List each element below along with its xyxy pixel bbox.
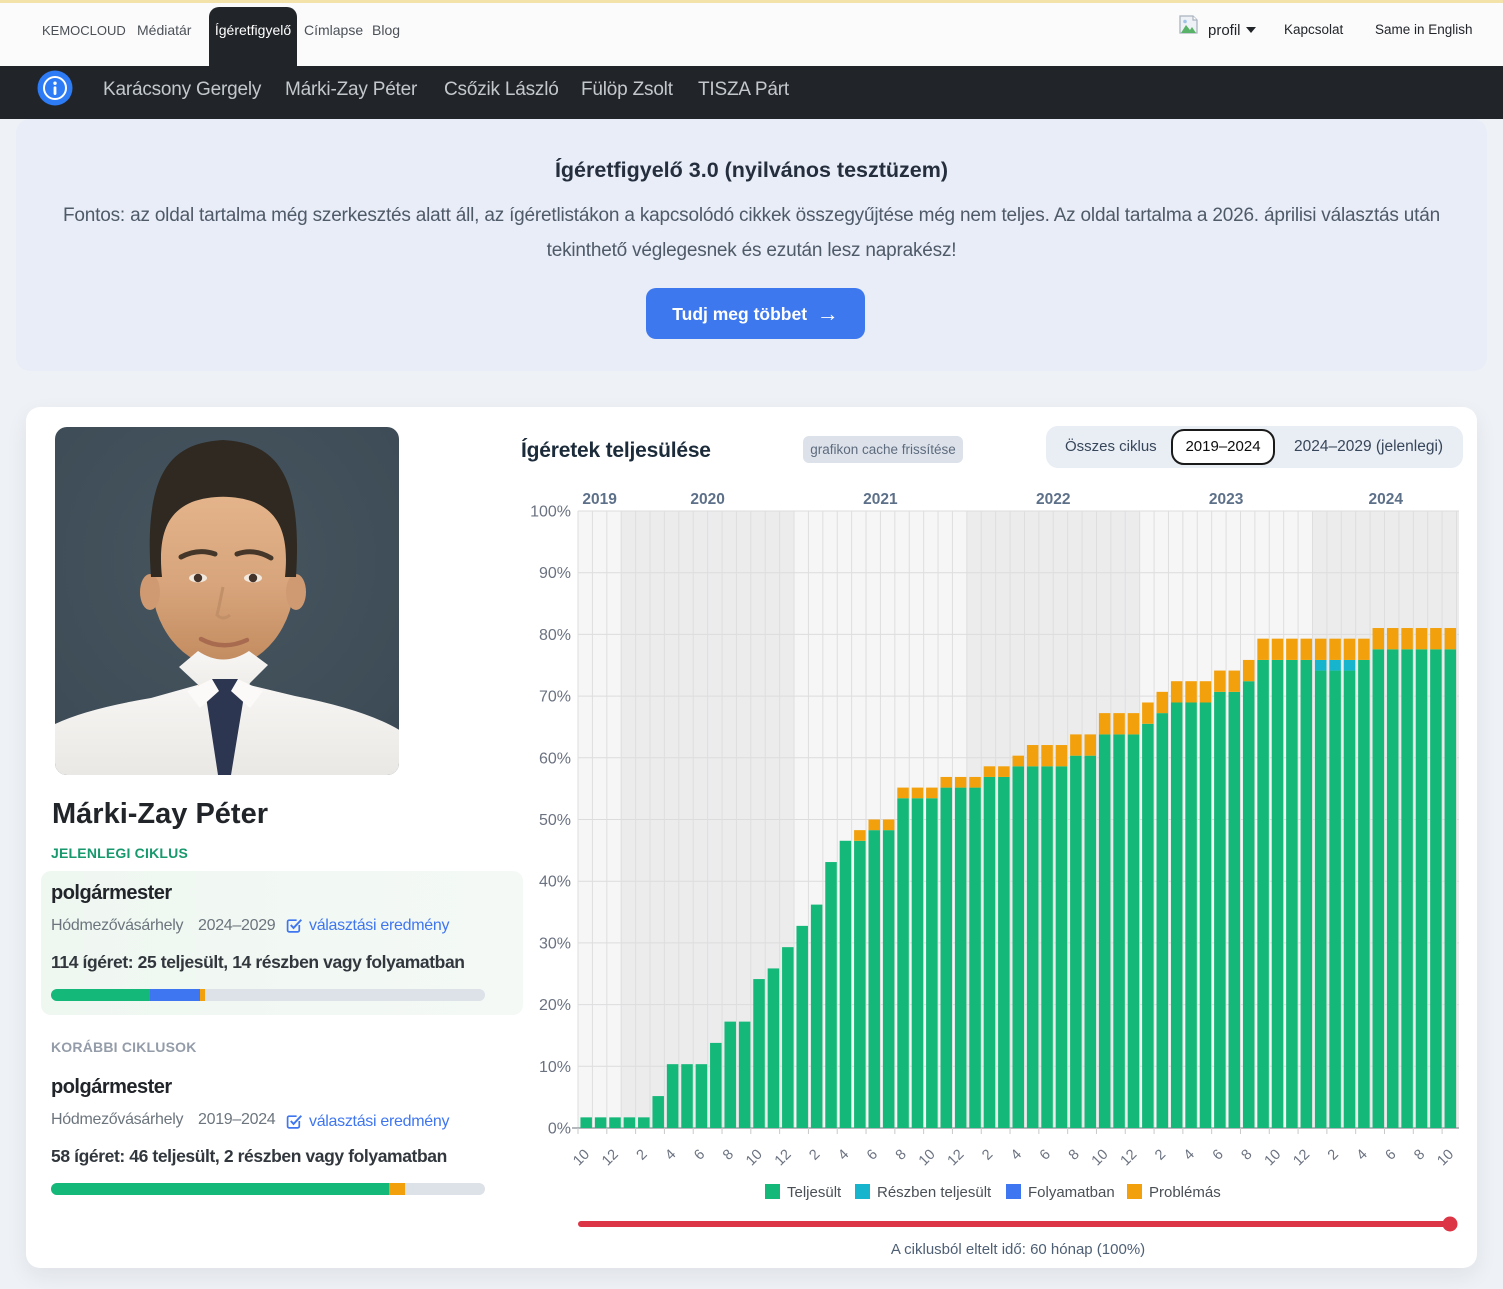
svg-text:Problémás: Problémás (1149, 1184, 1221, 1201)
svg-text:10: 10 (743, 1147, 766, 1170)
svg-text:2024: 2024 (1368, 491, 1403, 508)
svg-text:8: 8 (720, 1147, 737, 1164)
svg-text:2023: 2023 (1209, 491, 1244, 508)
svg-text:0%: 0% (548, 1121, 571, 1138)
svg-text:8: 8 (1066, 1147, 1083, 1164)
svg-text:10: 10 (1434, 1147, 1457, 1170)
svg-text:80%: 80% (539, 627, 571, 644)
svg-text:4: 4 (1181, 1147, 1198, 1164)
svg-text:2022: 2022 (1036, 491, 1070, 508)
svg-text:30%: 30% (539, 935, 571, 952)
svg-text:10: 10 (1089, 1147, 1112, 1170)
svg-text:10%: 10% (539, 1059, 571, 1076)
svg-text:50%: 50% (539, 812, 571, 829)
svg-text:A ciklusból eltelt idő: 60 hón: A ciklusból eltelt idő: 60 hónap (100%) (891, 1241, 1145, 1258)
svg-text:60%: 60% (539, 750, 571, 767)
svg-text:8: 8 (893, 1147, 910, 1164)
svg-text:4: 4 (1354, 1147, 1371, 1164)
svg-text:12: 12 (1290, 1147, 1313, 1170)
svg-text:6: 6 (1210, 1147, 1227, 1164)
svg-text:2020: 2020 (690, 491, 724, 508)
svg-text:70%: 70% (539, 689, 571, 706)
svg-text:2: 2 (806, 1147, 823, 1164)
svg-text:10: 10 (570, 1147, 593, 1170)
svg-text:90%: 90% (539, 565, 571, 582)
svg-text:4: 4 (662, 1147, 679, 1164)
svg-text:12: 12 (599, 1147, 622, 1170)
svg-text:Részben teljesült: Részben teljesült (877, 1184, 992, 1201)
svg-text:4: 4 (1008, 1147, 1025, 1164)
svg-text:40%: 40% (539, 874, 571, 891)
svg-text:2: 2 (1325, 1147, 1342, 1164)
svg-text:6: 6 (1383, 1147, 1400, 1164)
svg-text:12: 12 (772, 1147, 795, 1170)
svg-text:8: 8 (1411, 1147, 1428, 1164)
svg-text:Teljesült: Teljesült (787, 1184, 842, 1201)
svg-text:8: 8 (1239, 1147, 1256, 1164)
svg-text:2021: 2021 (863, 491, 898, 508)
svg-text:6: 6 (691, 1147, 708, 1164)
svg-text:4: 4 (835, 1147, 852, 1164)
svg-text:Folyamatban: Folyamatban (1028, 1184, 1115, 1201)
svg-text:10: 10 (916, 1147, 939, 1170)
svg-text:12: 12 (945, 1147, 968, 1170)
svg-text:12: 12 (1118, 1147, 1141, 1170)
svg-text:6: 6 (864, 1147, 881, 1164)
svg-text:6: 6 (1037, 1147, 1054, 1164)
svg-text:2: 2 (634, 1147, 651, 1164)
svg-text:20%: 20% (539, 997, 571, 1014)
svg-text:2019: 2019 (582, 491, 617, 508)
svg-text:10: 10 (1262, 1147, 1285, 1170)
svg-text:2: 2 (1152, 1147, 1169, 1164)
svg-text:2: 2 (979, 1147, 996, 1164)
svg-text:100%: 100% (530, 504, 571, 521)
